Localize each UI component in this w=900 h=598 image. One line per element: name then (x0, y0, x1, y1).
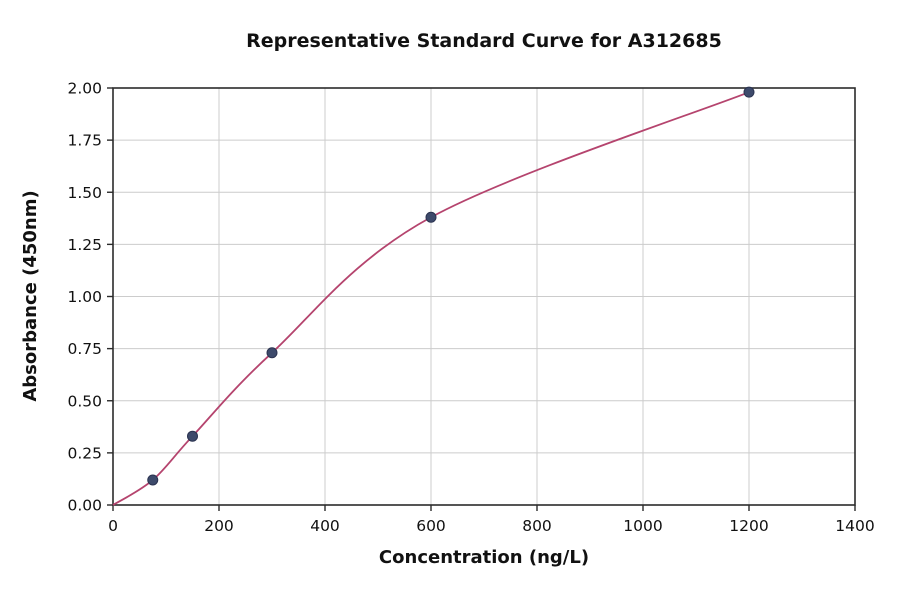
y-tick-label: 0.00 (67, 497, 102, 515)
y-tick-label: 2.00 (67, 80, 102, 98)
x-tick-label: 1000 (623, 517, 662, 535)
x-tick-label: 0 (108, 517, 118, 535)
axis-ticks: 0 200 400 600 800 1000 1200 1400 0.00 0.25 0.50 0.7… (67, 80, 874, 536)
x-tick-label: 200 (204, 517, 234, 535)
y-tick-label: 0.50 (67, 392, 102, 410)
grid-lines (112, 87, 856, 506)
x-tick-label: 800 (522, 517, 552, 535)
y-tick-label: 1.50 (67, 184, 102, 202)
data-point (187, 430, 198, 442)
y-tick-label: 1.25 (67, 236, 102, 254)
x-axis-label: Concentration (ng/L) (379, 547, 589, 568)
x-tick-label: 1400 (835, 517, 874, 535)
y-tick-label: 1.75 (67, 132, 102, 150)
data-point (743, 86, 755, 98)
data-points (147, 86, 755, 486)
y-tick-label: 0.25 (67, 444, 102, 462)
x-tick-label: 400 (310, 517, 340, 535)
chart-title: Representative Standard Curve for A31268… (246, 30, 722, 52)
x-tick-label: 600 (416, 517, 446, 535)
data-point (266, 347, 278, 359)
y-axis-label: Absorbance (450nm) (20, 190, 41, 401)
x-tick-label: 1200 (729, 517, 768, 535)
data-point (147, 474, 159, 486)
y-tick-label: 1.00 (67, 288, 102, 306)
y-tick-label: 0.75 (67, 340, 102, 358)
data-point (425, 211, 437, 223)
